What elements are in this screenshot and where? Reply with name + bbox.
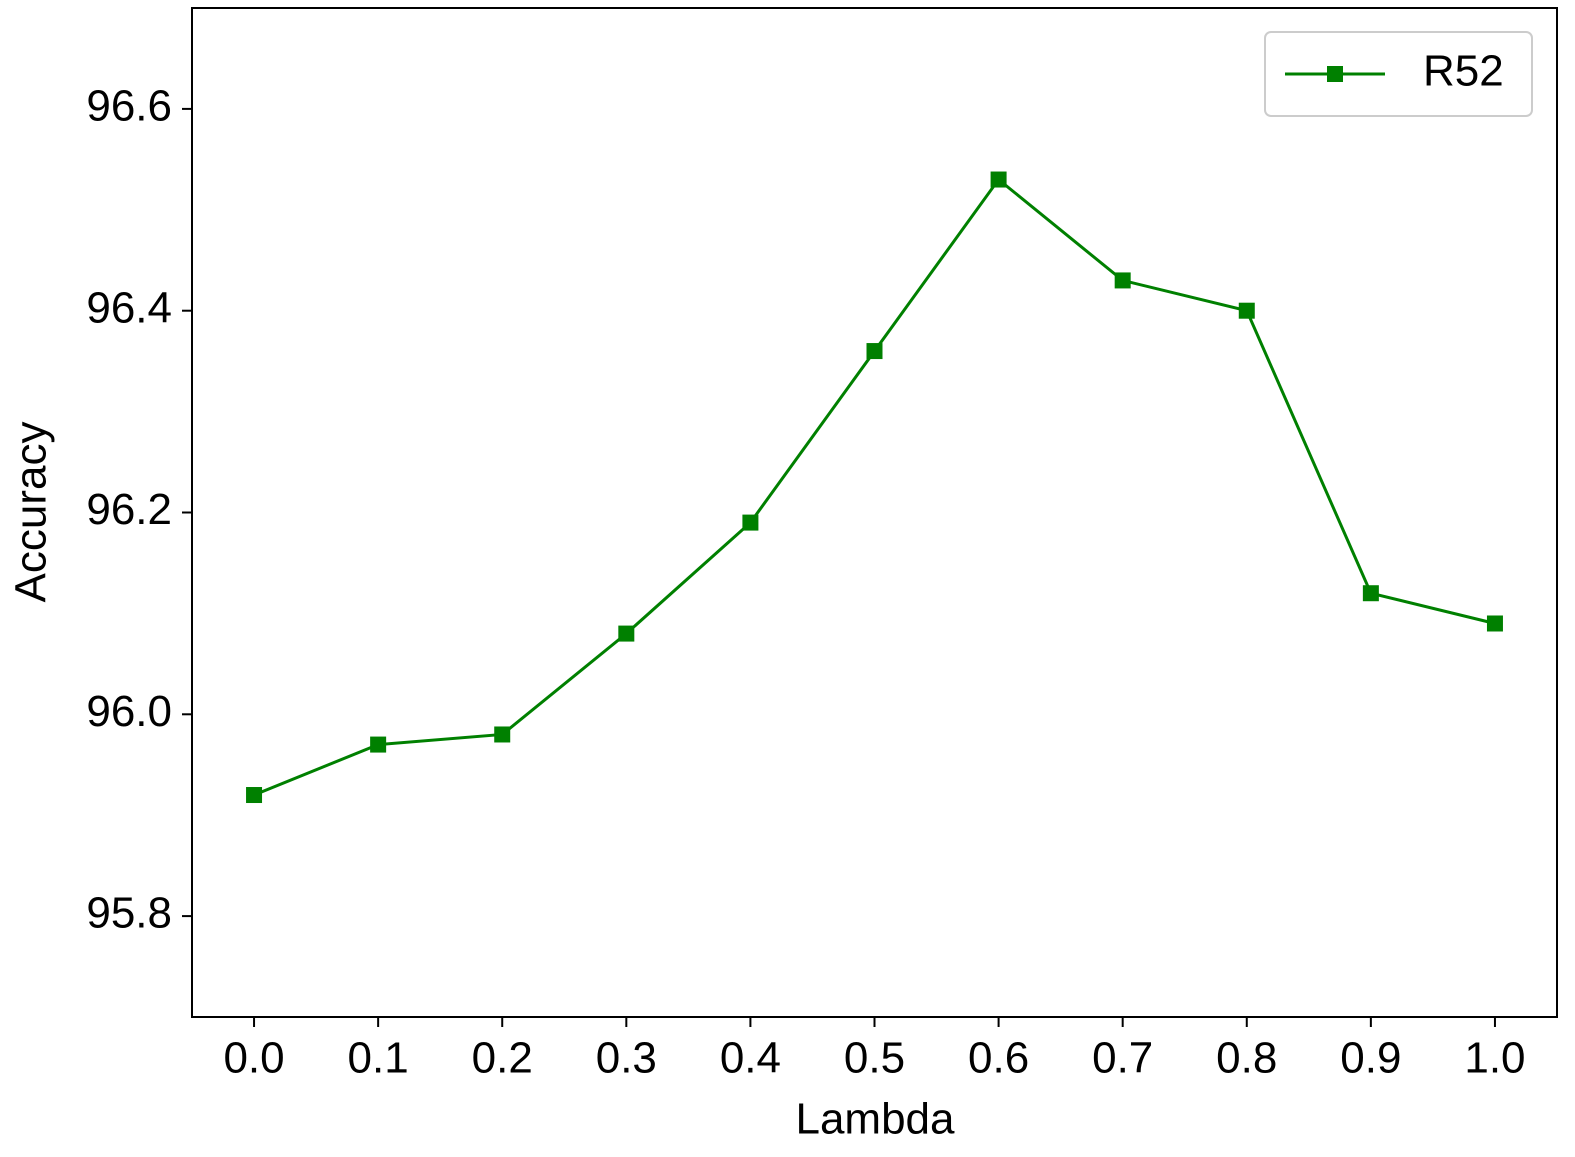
data-point <box>370 736 387 753</box>
x-axis-label: Lambda <box>795 1095 955 1144</box>
data-point <box>1238 302 1255 319</box>
legend-marker <box>1327 66 1343 82</box>
x-tick-label: 0.1 <box>348 1034 409 1083</box>
data-point <box>494 726 511 743</box>
data-point <box>990 171 1007 188</box>
y-axis-label: Accuracy <box>7 422 56 603</box>
data-point <box>1486 615 1503 632</box>
x-tick-label: 0.7 <box>1092 1034 1153 1083</box>
y-tick-label: 96.2 <box>86 485 172 534</box>
data-point <box>246 787 263 804</box>
y-tick-label: 96.4 <box>86 283 172 332</box>
x-tick-label: 0.4 <box>720 1034 781 1083</box>
legend-box <box>1264 31 1533 117</box>
data-point <box>866 343 883 360</box>
y-tick-label: 96.6 <box>86 82 172 131</box>
x-tick-label: 0.2 <box>472 1034 533 1083</box>
x-tick-label: 0.3 <box>596 1034 657 1083</box>
x-tick-label: 1.0 <box>1464 1034 1525 1083</box>
data-point <box>618 625 635 642</box>
legend-label: R52 <box>1423 47 1504 96</box>
data-point <box>742 514 759 531</box>
data-point <box>1114 272 1131 289</box>
x-tick-label: 0.8 <box>1216 1034 1277 1083</box>
x-tick-label: 0.6 <box>968 1034 1029 1083</box>
data-point <box>1362 585 1379 602</box>
plot-frame <box>191 7 1558 1018</box>
x-tick-label: 0.5 <box>844 1034 905 1083</box>
x-tick-label: 0.9 <box>1340 1034 1401 1083</box>
y-tick-label: 95.8 <box>86 889 172 938</box>
x-tick-label: 0.0 <box>223 1034 284 1083</box>
series-line <box>253 177 1496 797</box>
y-tick-label: 96.0 <box>86 687 172 736</box>
